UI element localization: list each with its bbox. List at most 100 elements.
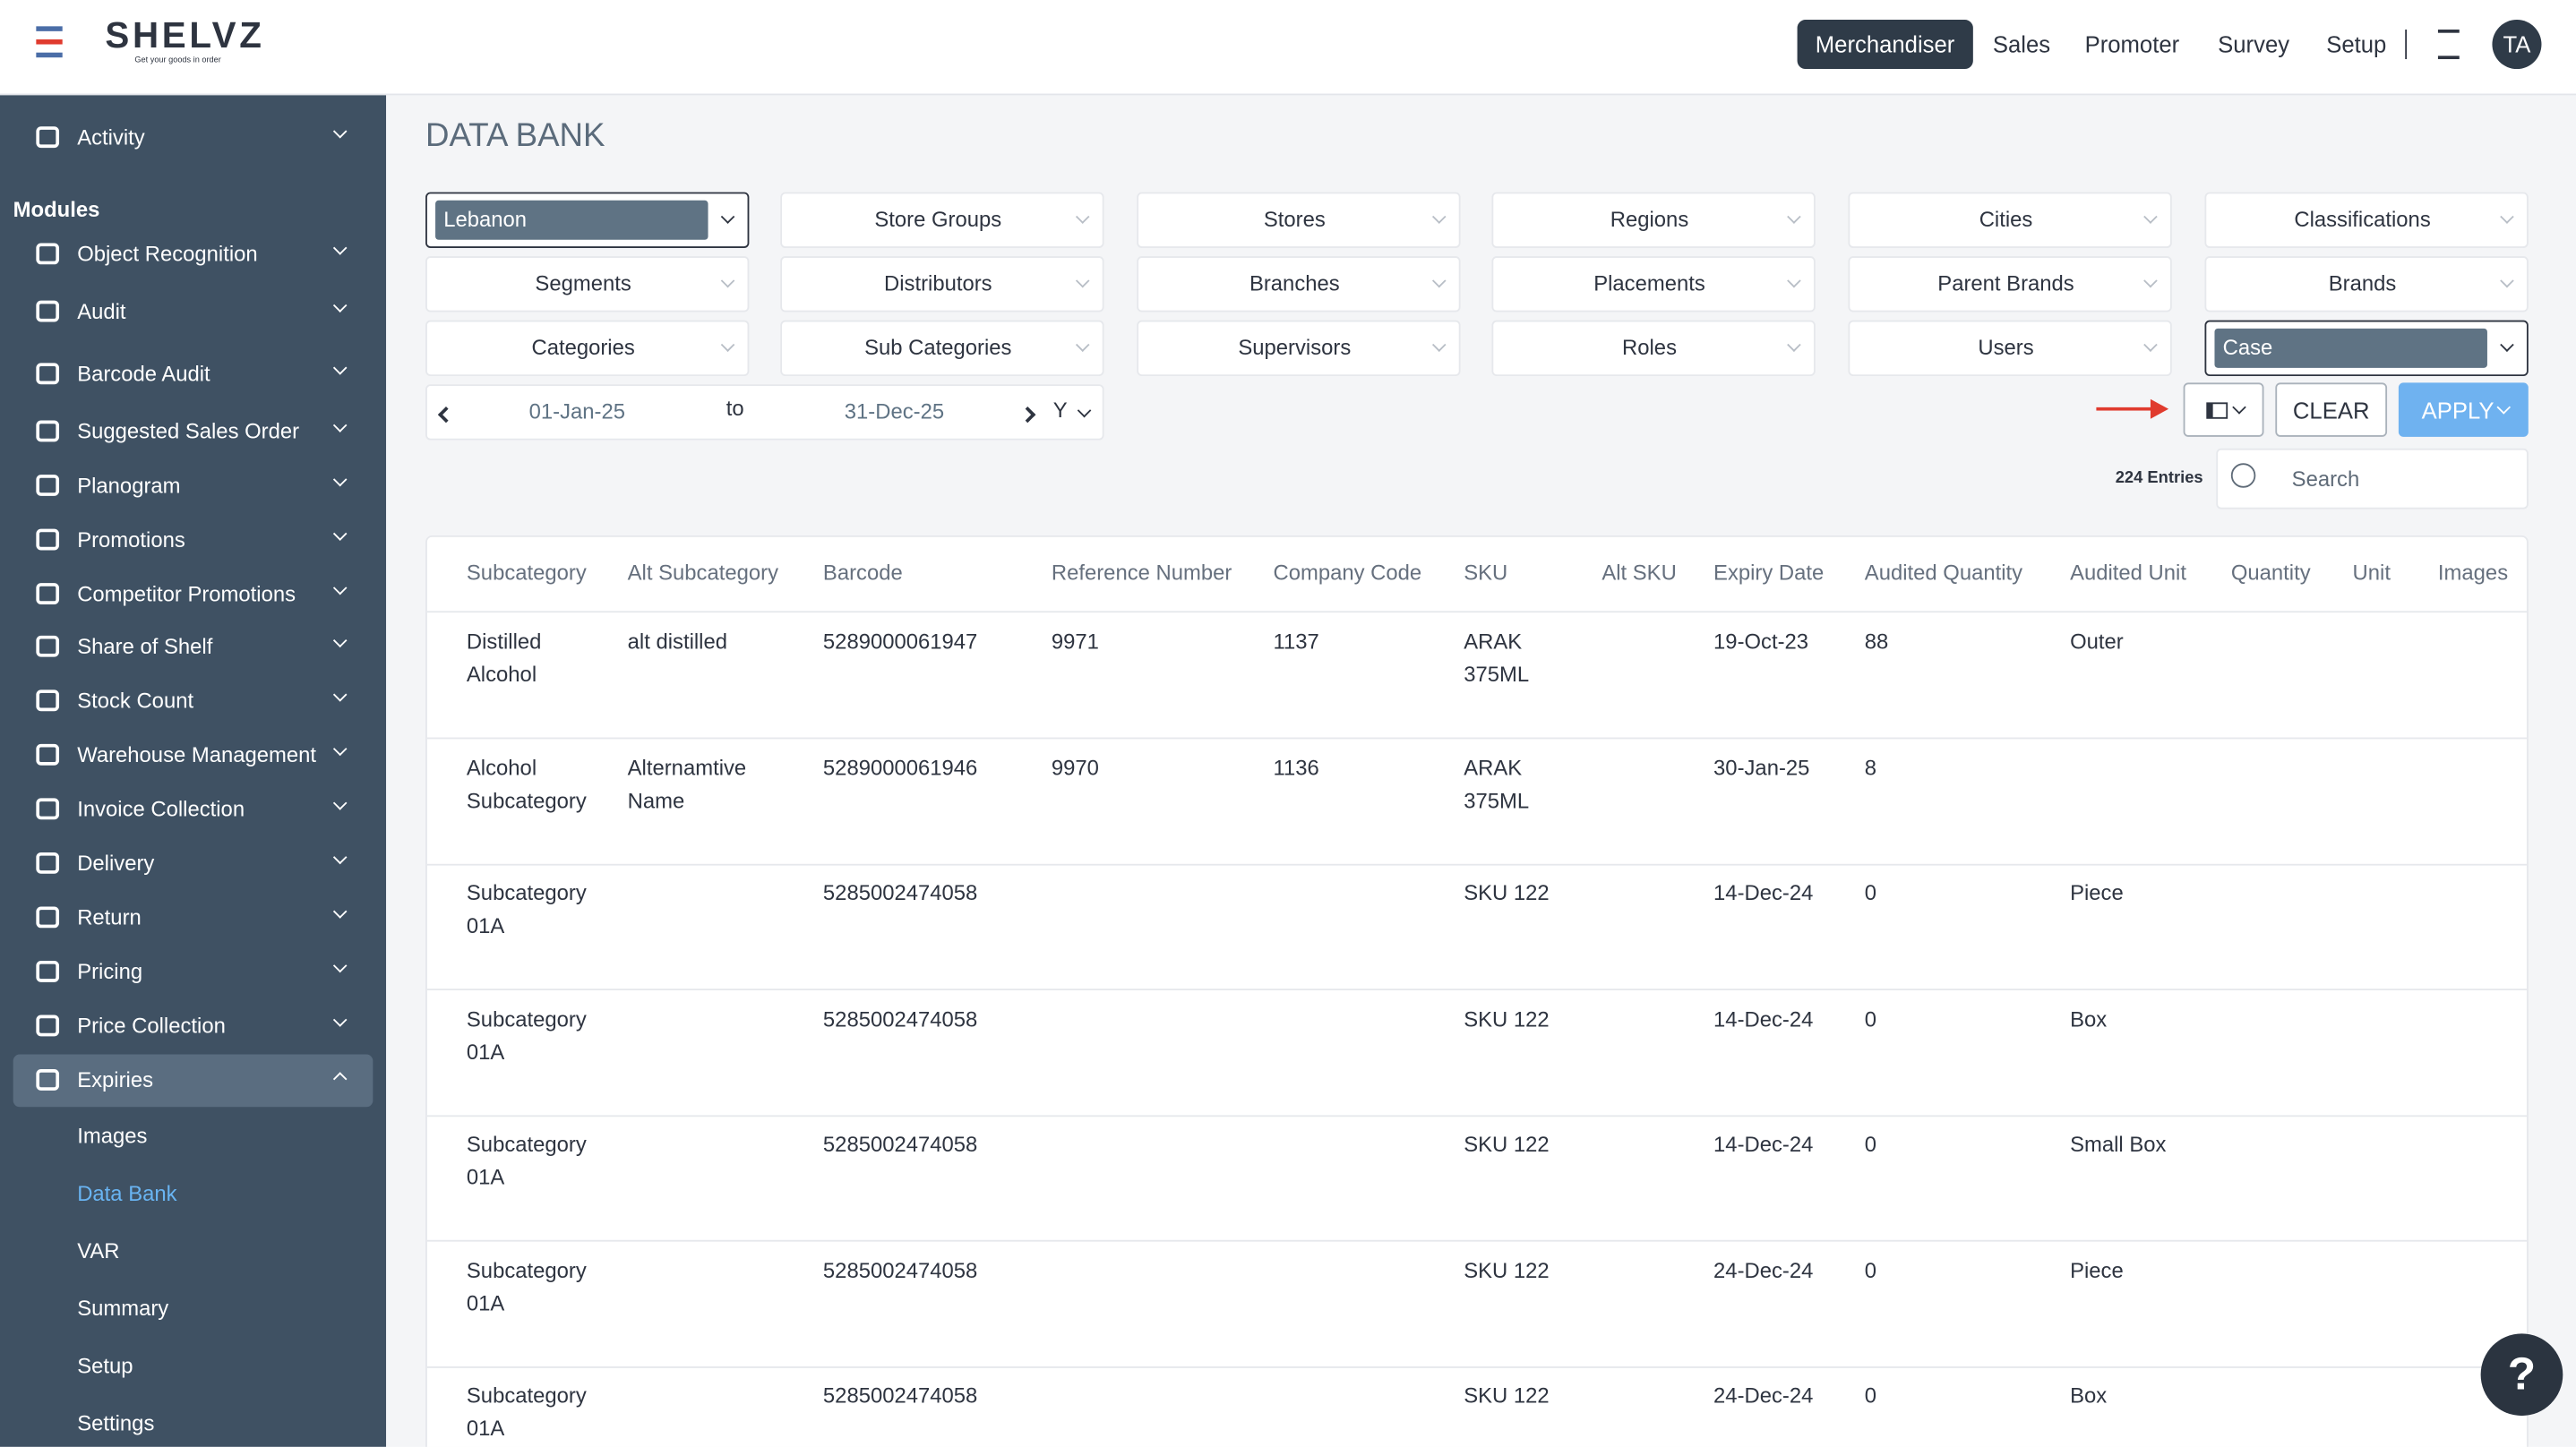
sidebar-item[interactable]: Activity (13, 112, 374, 165)
sidebar-icon (36, 906, 60, 929)
column-header[interactable]: Subcategory (466, 560, 587, 585)
sidebar-item[interactable]: Promotions (13, 514, 374, 567)
sidebar-label: Competitor Promotions (77, 581, 296, 606)
sidebar-item[interactable]: Share of Shelf (13, 621, 374, 673)
column-header[interactable]: Audited Unit (2070, 560, 2186, 585)
filter-dropdown[interactable]: Sub Categories (780, 320, 1104, 377)
nav-item[interactable]: Promoter (2084, 30, 2180, 58)
sidebar-item[interactable]: Audit (13, 286, 374, 338)
help-button[interactable]: ? (2480, 1333, 2563, 1417)
chevron (332, 633, 348, 648)
filter-dropdown[interactable]: Case (2204, 320, 2529, 377)
nav-item[interactable]: Survey (2218, 30, 2290, 58)
table-cell: 24-Dec-24 (1713, 1383, 1814, 1408)
sidebar-subitem[interactable]: Settings (77, 1410, 155, 1436)
sidebar-label: Return (77, 904, 142, 930)
sidebar-item[interactable]: Competitor Promotions (13, 569, 374, 621)
sidebar-item[interactable]: Stock Count (13, 675, 374, 728)
sidebar-icon (36, 743, 60, 766)
sidebar-icon (36, 1015, 60, 1037)
filter-label: Segments (535, 270, 631, 296)
row-border (426, 862, 2527, 865)
filter-dropdown[interactable]: Stores (1137, 192, 1461, 248)
sidebar-subitem[interactable]: Summary (77, 1296, 169, 1321)
filter-dropdown[interactable]: Roles (1491, 320, 1816, 377)
nav-item[interactable]: Setup (2326, 30, 2387, 58)
sidebar-item[interactable]: Warehouse Management (13, 729, 374, 782)
table-cell: 14-Dec-24 (1713, 1006, 1814, 1031)
filter-dropdown[interactable]: Classifications (2204, 192, 2529, 248)
clear-button[interactable]: CLEAR (2275, 382, 2388, 437)
table-cell: Alternamtive Name (627, 754, 747, 813)
column-header[interactable]: Company Code (1273, 560, 1422, 585)
column-header[interactable]: Barcode (822, 560, 903, 585)
chevron (332, 1013, 348, 1027)
chevron (332, 796, 348, 810)
sidebar-subitem[interactable]: Images (77, 1123, 148, 1149)
next-button[interactable] (1019, 407, 1036, 424)
column-header[interactable]: Images (2437, 560, 2509, 585)
date-range: 01-Jan-25 to 31-Dec-25 Y (425, 384, 1104, 441)
nav-item[interactable]: Merchandiser (1797, 20, 1973, 70)
table-cell: 0 (1864, 1257, 1877, 1282)
filter-dropdown[interactable]: Store Groups (780, 192, 1104, 248)
column-toggle[interactable] (2183, 382, 2264, 437)
filter-dropdown[interactable]: Parent Brands (1848, 256, 2172, 313)
date-from[interactable]: 01-Jan-25 (528, 398, 625, 424)
filter-dropdown[interactable]: Brands (2204, 256, 2529, 313)
chevron (332, 958, 348, 973)
sidebar-item[interactable]: Return (13, 892, 374, 945)
column-header[interactable]: SKU (1464, 560, 1508, 585)
sidebar-item[interactable]: Expiries (13, 1054, 374, 1108)
sidebar-item[interactable]: Object Recognition (13, 228, 374, 281)
nav-item[interactable]: Sales (1992, 30, 2051, 58)
column-header[interactable]: Unit (2352, 560, 2391, 585)
filter-dropdown[interactable]: Lebanon (425, 192, 750, 248)
sidebar-item[interactable]: Pricing (13, 946, 374, 998)
prev-button[interactable] (437, 407, 455, 424)
column-header[interactable]: Reference Number (1051, 560, 1232, 585)
column-header[interactable]: Alt SKU (1601, 560, 1677, 585)
filter-dropdown[interactable]: Users (1848, 320, 2172, 377)
column-header[interactable]: Alt Subcategory (627, 560, 779, 585)
chevron (332, 1072, 348, 1086)
table-cell: 8 (1864, 754, 1877, 780)
sidebar-subitem[interactable]: VAR (77, 1237, 120, 1263)
column-header[interactable]: Expiry Date (1713, 560, 1825, 585)
filter-dropdown[interactable]: Placements (1491, 256, 1816, 313)
avatar[interactable]: TA (2492, 20, 2542, 70)
column-header[interactable]: Quantity (2230, 560, 2311, 585)
sidebar-item[interactable]: Suggested Sales Order (13, 406, 374, 458)
filter-label: Categories (531, 335, 635, 360)
header-border (426, 611, 2527, 613)
filter-label: Classifications (2294, 207, 2431, 232)
sidebar-item[interactable]: Delivery (13, 837, 374, 890)
sidebar-item[interactable]: Planogram (13, 460, 374, 513)
table-cell: 5285002474058 (822, 880, 978, 905)
sidebar-item[interactable]: Invoice Collection (13, 783, 374, 836)
period-select[interactable]: Y (1052, 397, 1068, 423)
chevron (332, 904, 348, 919)
chevron (332, 850, 348, 865)
filter-dropdown[interactable]: Categories (425, 320, 750, 377)
filter-dropdown[interactable]: Distributors (780, 256, 1104, 313)
date-to[interactable]: 31-Dec-25 (844, 398, 945, 424)
sidebar-label: Audit (77, 298, 126, 324)
sidebar-item[interactable]: Price Collection (13, 1000, 374, 1053)
row-border (426, 989, 2527, 991)
filter-dropdown[interactable]: Regions (1491, 192, 1816, 248)
sidebar-item[interactable]: Barcode Audit (13, 348, 374, 401)
table-cell: alt distilled (627, 629, 727, 655)
filter-dropdown[interactable]: Supervisors (1137, 320, 1461, 377)
sidebar-subitem[interactable]: Setup (77, 1353, 133, 1378)
table-cell: 0 (1864, 1383, 1877, 1408)
search-box[interactable]: Search (2216, 448, 2529, 509)
separator (2405, 30, 2408, 60)
table-cell: Alcohol Subcategory (466, 754, 587, 813)
column-header[interactable]: Audited Quantity (1864, 560, 2023, 585)
filter-dropdown[interactable]: Branches (1137, 256, 1461, 313)
sidebar-subitem[interactable]: Data Bank (77, 1180, 177, 1206)
apply-button[interactable]: APPLY (2398, 382, 2529, 437)
filter-dropdown[interactable]: Segments (425, 256, 750, 313)
filter-dropdown[interactable]: Cities (1848, 192, 2172, 248)
